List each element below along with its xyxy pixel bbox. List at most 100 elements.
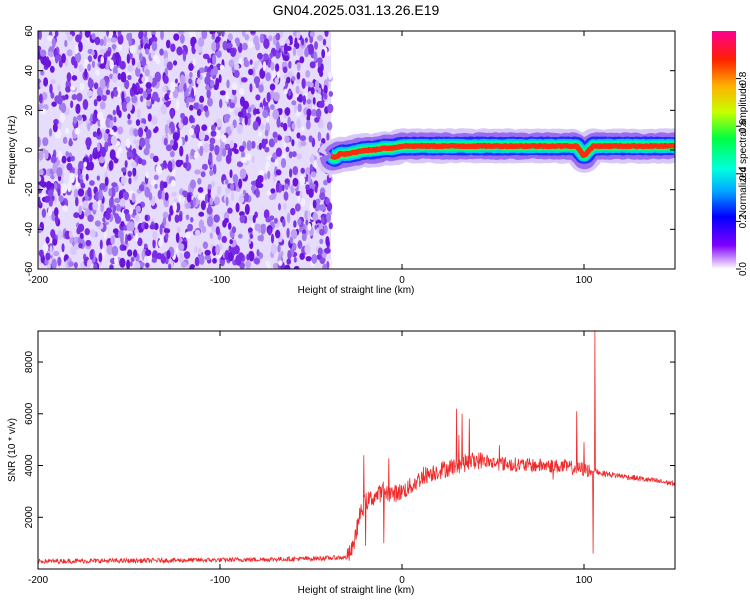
noise-speck	[50, 155, 57, 164]
noise-speck	[137, 157, 143, 165]
noise-speck	[75, 103, 81, 114]
noise-speck	[283, 43, 288, 55]
noise-speck	[49, 65, 55, 73]
noise-speck	[56, 167, 63, 177]
noise-speck	[145, 171, 150, 179]
noise-speck	[203, 105, 209, 112]
noise-speck	[198, 37, 205, 47]
noise-speck	[153, 155, 159, 162]
noise-speck	[87, 63, 92, 72]
noise-speck	[244, 192, 250, 202]
noise-speck	[219, 64, 225, 70]
noise-speck	[242, 100, 250, 110]
noise-speck	[175, 232, 180, 243]
noise-speck	[50, 78, 56, 85]
noise-speck	[92, 113, 96, 125]
noise-speck	[222, 134, 227, 143]
snr-line	[38, 331, 675, 565]
noise-speck	[203, 142, 210, 153]
noise-speck	[273, 217, 278, 224]
snr-ylabel: SNR (10 * v/v)	[7, 418, 18, 482]
snr-xtick-label: 0	[399, 575, 405, 586]
noise-speck	[296, 62, 301, 72]
noise-speck	[163, 228, 171, 234]
noise-speck	[202, 241, 209, 250]
noise-speck	[255, 94, 261, 101]
noise-speck	[199, 145, 204, 157]
noise-speck	[286, 212, 291, 224]
noise-speck	[92, 131, 97, 138]
noise-speck	[162, 181, 168, 189]
noise-speck	[293, 102, 297, 114]
noise-speck	[78, 64, 83, 73]
snr-x-axis: -200 -100 0 100	[28, 331, 593, 586]
noise-speck	[286, 227, 290, 239]
noise-speck	[238, 178, 243, 189]
noise-speck	[108, 160, 114, 171]
noise-speck	[66, 162, 73, 171]
noise-speck	[174, 78, 178, 84]
noise-speck	[221, 235, 228, 244]
noise-speck	[293, 256, 297, 263]
noise-speck	[64, 127, 70, 134]
noise-speck	[143, 243, 148, 249]
noise-speck	[259, 123, 265, 130]
snr-ytick-label: 8000	[24, 350, 35, 373]
noise-speck	[295, 85, 300, 95]
spectrogram-ytick-label: -40	[24, 222, 35, 237]
noise-speck	[48, 128, 53, 137]
spectrogram-panel: -200 -100 0 100 60 40 20 0 -20 -40 -60 Height of …	[7, 25, 676, 296]
noise-speck	[305, 255, 312, 262]
spectrogram-ytick-label: -20	[24, 182, 35, 197]
noise-speck	[54, 54, 59, 64]
noise-speck	[168, 213, 172, 222]
noise-speck	[184, 134, 188, 142]
noise-speck	[189, 264, 196, 269]
noise-speck	[305, 184, 310, 191]
noise-speck	[275, 182, 280, 193]
noise-speck	[229, 140, 235, 149]
noise-speck	[268, 35, 273, 42]
noise-speck	[178, 159, 184, 166]
noise-speck	[89, 180, 95, 186]
noise-speck	[208, 143, 215, 152]
noise-speck	[232, 174, 239, 184]
noise-speck	[52, 123, 58, 133]
noise-speck	[112, 228, 119, 234]
noise-speck	[233, 63, 240, 71]
noise-speck	[44, 59, 52, 68]
noise-speck	[129, 44, 136, 54]
noise-speck	[67, 182, 72, 193]
noise-speck	[132, 148, 137, 156]
noise-speck	[310, 108, 317, 117]
snr-xlabel: Height of straight line (km)	[298, 585, 415, 596]
noise-speck	[137, 127, 144, 138]
noise-speck	[57, 188, 61, 197]
noise-speck	[119, 60, 126, 70]
noise-speck	[164, 93, 170, 101]
noise-speck	[113, 213, 120, 220]
noise-speck	[284, 135, 290, 144]
noise-speck	[275, 147, 283, 158]
noise-speck	[149, 152, 155, 160]
noise-speck	[51, 233, 56, 239]
noise-speck	[111, 182, 118, 188]
colorbar-tick-label: 0.4	[738, 166, 749, 180]
noise-speck	[42, 243, 49, 253]
noise-speck	[110, 129, 114, 136]
noise-speck	[117, 229, 124, 239]
noise-speck	[324, 247, 331, 254]
noise-speck	[73, 261, 78, 269]
noise-speck	[91, 50, 95, 56]
noise-speck	[111, 245, 119, 257]
noise-speck	[77, 223, 85, 233]
noise-speck	[265, 72, 271, 82]
noise-speck	[214, 129, 221, 141]
noise-speck	[296, 45, 304, 57]
colorbar-tick-label: 0.2	[738, 214, 749, 228]
noise-speck	[258, 142, 262, 151]
noise-speck	[68, 230, 73, 239]
noise-speck	[127, 119, 132, 125]
noise-speck	[160, 31, 164, 41]
noise-speck	[106, 31, 110, 37]
